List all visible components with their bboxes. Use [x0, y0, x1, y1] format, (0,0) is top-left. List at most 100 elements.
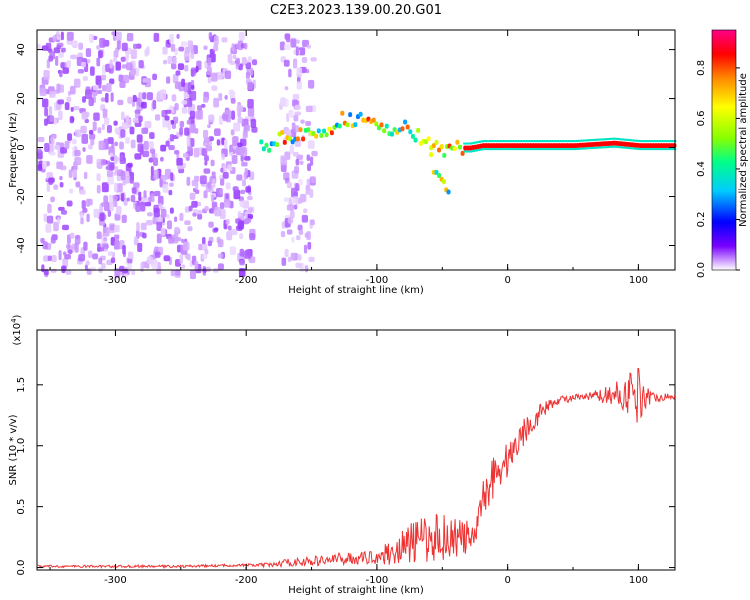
heatmap-cell: [107, 137, 114, 144]
heatmap-cell: [66, 39, 73, 45]
heatmap-cell: [67, 133, 73, 141]
heatmap-cell: [217, 253, 224, 259]
heatmap-cell: [580, 147, 585, 150]
heatmap-cell: [156, 233, 162, 244]
heatmap-cell: [305, 184, 310, 195]
heatmap-cell: [146, 92, 153, 101]
heatmap-cell: [100, 159, 107, 166]
heatmap-cell: [515, 140, 520, 143]
heatmap-cell: [89, 33, 94, 44]
heatmap-cell: [47, 203, 52, 214]
heatmap-cell: [196, 105, 203, 111]
heatmap-cell: [239, 233, 244, 240]
snr-panel: -300 -200 -100 0 100 0.0 0.5 1.0 1.5 Height of …: [8, 314, 676, 596]
heatmap-cell: [520, 140, 525, 143]
heatmap-cell: [126, 197, 130, 202]
heatmap-cell: [189, 192, 196, 200]
heatmap-cell: [672, 148, 677, 151]
heatmap-cell: [181, 78, 186, 88]
spectrogram-x-label: Height of straight line (km): [288, 285, 424, 296]
heatmap-cell: [471, 150, 476, 153]
heatmap-cell: [103, 138, 109, 143]
heatmap-cell: [245, 71, 250, 79]
heatmap-cell: [290, 38, 297, 48]
heatmap-cell: [97, 127, 102, 134]
heatmap-cell: [194, 128, 199, 134]
heatmap-cell: [225, 182, 231, 190]
colorbar-tick-label: 0.2: [696, 212, 707, 228]
heatmap-cell: [109, 78, 115, 85]
heatmap-cell: [84, 89, 92, 99]
heatmap-cell: [565, 148, 570, 151]
heatmap-cell: [468, 142, 473, 145]
heatmap-cell: [672, 140, 677, 143]
heatmap-cell: [59, 181, 64, 188]
heatmap-cell: [174, 48, 178, 56]
heatmap-cell: [137, 143, 144, 153]
heatmap-cell: [289, 144, 295, 155]
heatmap-cell: [149, 132, 155, 139]
x-tick-label: 100: [629, 575, 648, 586]
heatmap-cell: [298, 179, 303, 186]
heatmap-cell: [143, 190, 147, 201]
heatmap-cell: [189, 110, 196, 119]
heatmap-cell: [294, 111, 302, 116]
heatmap-cell: [596, 138, 601, 141]
heatmap-cell: [194, 260, 199, 271]
heatmap-cell: [306, 154, 311, 162]
heatmap-cell: [219, 178, 225, 186]
heatmap-cell: [284, 248, 289, 257]
heatmap-cell: [118, 74, 124, 82]
heatmap-cell: [191, 200, 198, 208]
heatmap-cell: [117, 99, 124, 106]
heatmap-cell: [625, 146, 630, 149]
heatmap-cell: [83, 241, 88, 251]
heatmap-cell: [127, 258, 133, 264]
heatmap-cell: [264, 142, 269, 148]
heatmap-cell: [452, 146, 457, 152]
heatmap-cell: [179, 120, 185, 128]
heatmap-cell: [181, 107, 188, 114]
heatmap-cell: [279, 41, 285, 51]
heatmap-cell: [109, 59, 113, 69]
heatmap-cell: [59, 142, 65, 149]
heatmap-cell: [165, 140, 170, 147]
heatmap-cell: [113, 240, 121, 250]
heatmap-cell: [188, 81, 192, 91]
heatmap-cell: [288, 68, 292, 78]
heatmap-cell: [169, 207, 174, 214]
heatmap-cell: [245, 186, 252, 193]
heatmap-cell: [194, 189, 200, 194]
heatmap-cell: [167, 55, 173, 64]
heatmap-cell: [314, 133, 319, 139]
heatmap-cell: [251, 126, 258, 133]
heatmap-cell: [186, 136, 191, 147]
heatmap-cell: [353, 122, 358, 128]
heatmap-cell: [231, 154, 238, 164]
heatmap-cell: [429, 152, 434, 158]
heatmap-cell: [648, 148, 653, 151]
heatmap-cell: [174, 269, 181, 276]
heatmap-cell: [82, 96, 86, 103]
heatmap-cell: [164, 109, 172, 114]
heatmap-cell: [627, 139, 632, 142]
heatmap-cell: [207, 57, 212, 67]
heatmap-cell: [620, 146, 625, 149]
heatmap-cell: [217, 263, 224, 270]
heatmap-cell: [627, 147, 632, 150]
heatmap-cell: [241, 161, 248, 167]
heatmap-cell: [296, 235, 301, 241]
heatmap-cell: [294, 125, 300, 133]
heatmap-cell: [114, 268, 121, 279]
heatmap-cell: [230, 98, 236, 104]
heatmap-cell: [502, 140, 507, 143]
heatmap-cell: [232, 136, 239, 146]
spectrogram-frame: [36, 29, 676, 271]
heatmap-cell: [86, 154, 93, 164]
heatmap-cell: [37, 148, 42, 154]
heatmap-cell: [494, 148, 499, 151]
x-tick-label: 0: [504, 575, 510, 586]
heatmap-cell: [88, 250, 93, 258]
heatmap-cell: [45, 224, 52, 233]
